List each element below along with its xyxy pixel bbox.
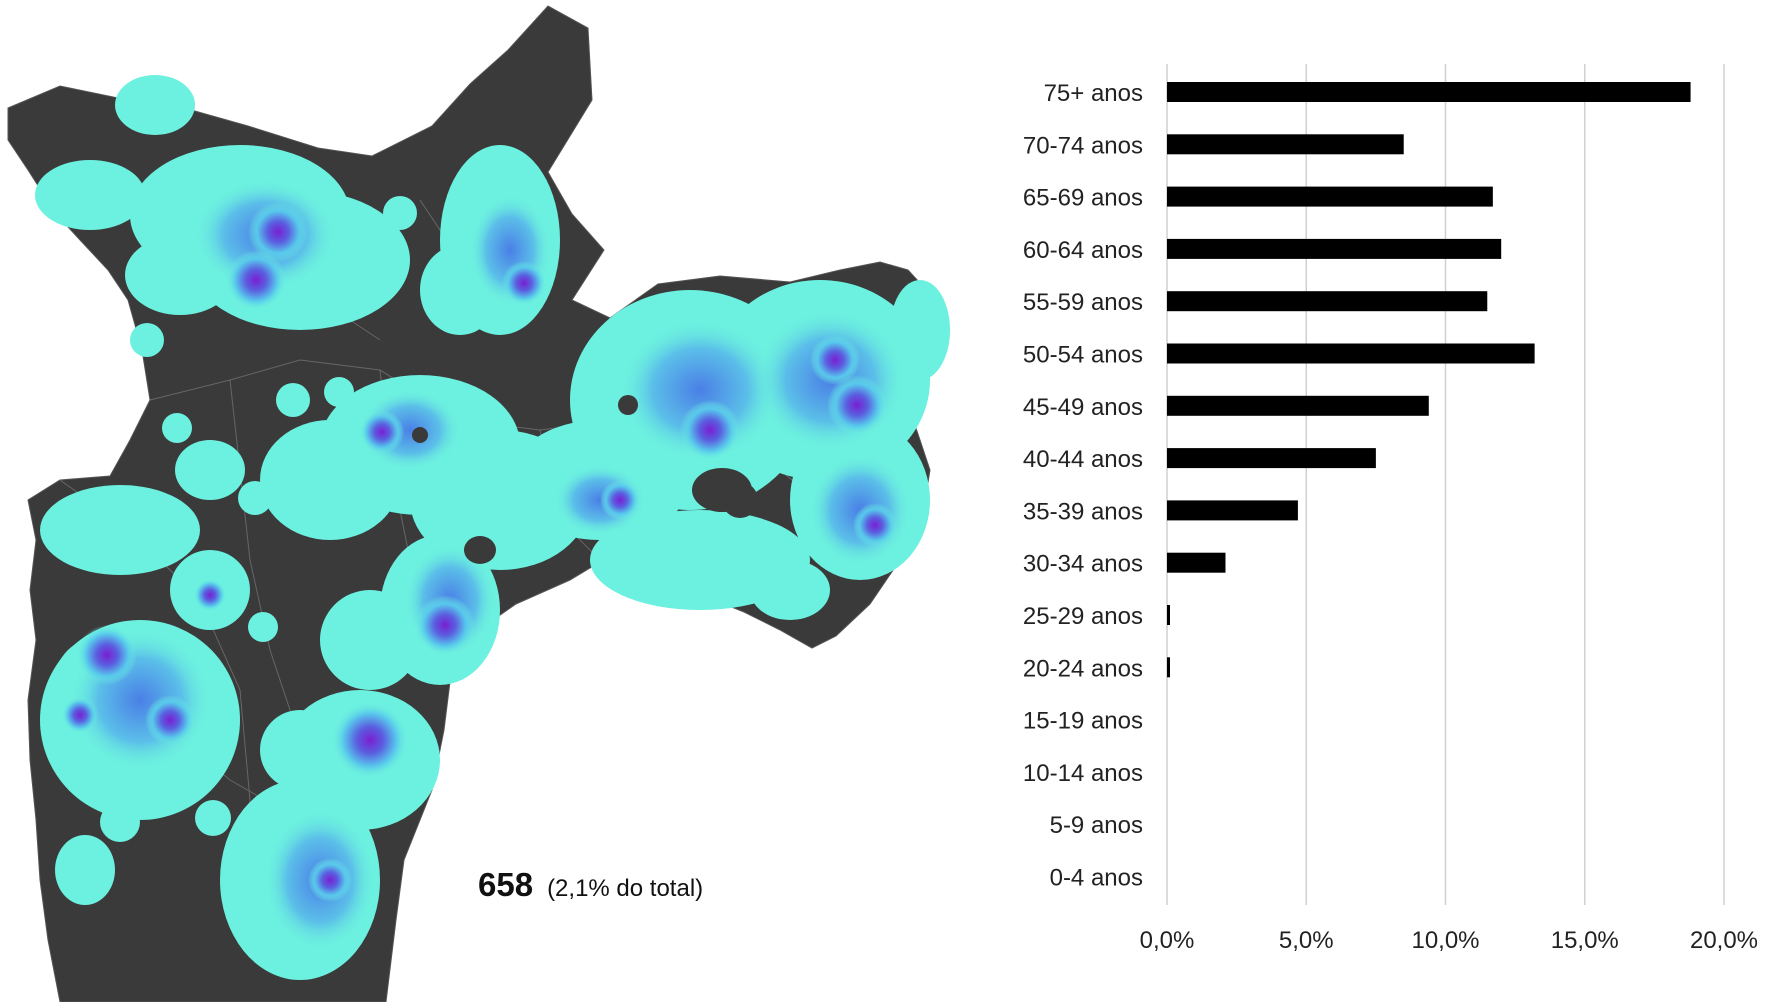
heatmap-panel: 658 (2,1% do total)	[7, 5, 950, 1002]
category-label: 35-39 anos	[1023, 498, 1143, 525]
case-share-note: (2,1% do total)	[547, 875, 704, 902]
chart-bars	[1167, 82, 1691, 678]
category-label: 25-29 anos	[1023, 603, 1143, 630]
category-label: 65-69 anos	[1023, 185, 1143, 212]
age-bar-chart: 75+ anos 70-74 anos 65-69 anos 60-64 anos 55…	[1023, 64, 1758, 954]
chart-x-tick-labels: 0,0% 5,0% 10,0% 15,0% 20,0%	[1140, 927, 1758, 954]
x-tick-label: 20,0%	[1690, 927, 1758, 954]
city-heatmap	[7, 5, 950, 1002]
bar	[1167, 395, 1429, 416]
bar	[1167, 82, 1691, 102]
category-label: 40-44 anos	[1023, 446, 1143, 473]
category-label: 55-59 anos	[1023, 289, 1143, 316]
category-label: 5-9 anos	[1050, 812, 1143, 839]
bar	[1167, 605, 1170, 625]
bar	[1167, 500, 1298, 521]
category-label: 20-24 anos	[1023, 655, 1143, 682]
case-count-value: 658	[478, 866, 534, 903]
category-label: 70-74 anos	[1023, 132, 1143, 159]
category-label: 60-64 anos	[1023, 237, 1143, 264]
category-label: 30-34 anos	[1023, 551, 1143, 578]
x-tick-label: 10,0%	[1411, 927, 1479, 954]
bar	[1167, 186, 1493, 207]
bar	[1167, 343, 1535, 364]
bar	[1167, 657, 1170, 678]
category-label: 50-54 anos	[1023, 342, 1143, 369]
bar	[1167, 552, 1226, 573]
heat-gaps	[412, 395, 758, 564]
bar	[1167, 291, 1488, 312]
category-label: 75+ anos	[1044, 80, 1143, 107]
case-count: 658 (2,1% do total)	[478, 866, 703, 904]
x-tick-label: 15,0%	[1551, 927, 1619, 954]
category-label: 45-49 anos	[1023, 394, 1143, 421]
heat-high-density	[62, 202, 897, 902]
x-tick-label: 0,0%	[1140, 927, 1195, 954]
category-label: 15-19 anos	[1023, 708, 1143, 735]
bar	[1167, 134, 1404, 155]
category-label: 0-4 anos	[1050, 865, 1143, 892]
category-label: 10-14 anos	[1023, 760, 1143, 787]
bar	[1167, 448, 1376, 469]
bar	[1167, 238, 1502, 259]
chart-category-labels: 75+ anos 70-74 anos 65-69 anos 60-64 anos 55…	[1023, 80, 1143, 892]
x-tick-label: 5,0%	[1279, 927, 1334, 954]
